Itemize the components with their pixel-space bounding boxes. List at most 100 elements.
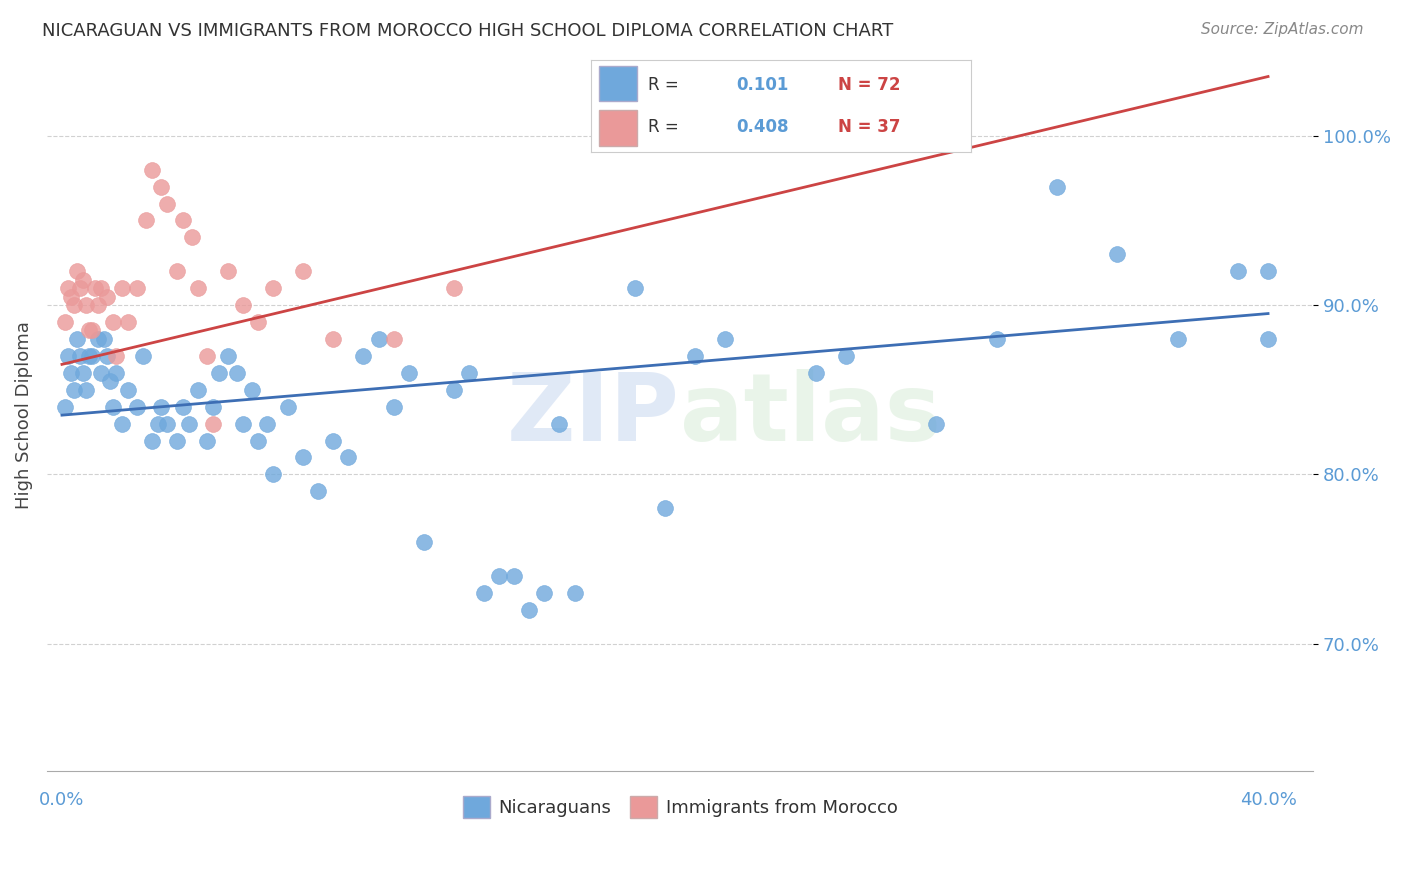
Point bbox=[72, 273, 94, 287]
Point bbox=[141, 434, 163, 448]
Point bbox=[87, 332, 110, 346]
Point bbox=[835, 349, 858, 363]
Point bbox=[98, 374, 121, 388]
Point bbox=[53, 400, 76, 414]
Point bbox=[262, 281, 284, 295]
Point bbox=[127, 400, 149, 414]
Point bbox=[256, 417, 278, 431]
Point bbox=[141, 162, 163, 177]
Point bbox=[382, 400, 405, 414]
Point bbox=[90, 281, 112, 295]
Point bbox=[166, 264, 188, 278]
Point bbox=[246, 315, 269, 329]
Point bbox=[654, 501, 676, 516]
Point bbox=[53, 315, 76, 329]
Point bbox=[217, 264, 239, 278]
Point bbox=[195, 349, 218, 363]
Text: Source: ZipAtlas.com: Source: ZipAtlas.com bbox=[1201, 22, 1364, 37]
Text: atlas: atlas bbox=[681, 369, 941, 461]
Point bbox=[56, 281, 79, 295]
Point bbox=[337, 450, 360, 465]
Point bbox=[148, 417, 170, 431]
Point bbox=[127, 281, 149, 295]
Point bbox=[322, 332, 344, 346]
Point bbox=[60, 366, 83, 380]
Point bbox=[804, 366, 827, 380]
Point bbox=[66, 264, 89, 278]
Point bbox=[105, 349, 128, 363]
Point bbox=[322, 434, 344, 448]
Point bbox=[69, 349, 91, 363]
Point bbox=[77, 324, 100, 338]
Text: 40.0%: 40.0% bbox=[1240, 791, 1296, 809]
Point bbox=[56, 349, 79, 363]
Point bbox=[714, 332, 737, 346]
Text: ZIP: ZIP bbox=[508, 369, 681, 461]
Point bbox=[201, 400, 224, 414]
Point bbox=[90, 366, 112, 380]
Point bbox=[262, 467, 284, 482]
Point bbox=[180, 230, 202, 244]
Point bbox=[307, 484, 329, 499]
Point bbox=[412, 535, 434, 549]
Point bbox=[77, 349, 100, 363]
Point bbox=[398, 366, 420, 380]
Point bbox=[240, 383, 263, 397]
Point bbox=[458, 366, 481, 380]
Point bbox=[150, 400, 173, 414]
Point bbox=[382, 332, 405, 346]
Point bbox=[217, 349, 239, 363]
Point bbox=[111, 281, 134, 295]
Point bbox=[87, 298, 110, 312]
Point bbox=[75, 298, 97, 312]
Text: 0.0%: 0.0% bbox=[39, 791, 84, 809]
Point bbox=[232, 417, 254, 431]
Point bbox=[472, 586, 495, 600]
Point bbox=[225, 366, 247, 380]
Point bbox=[1167, 332, 1189, 346]
Point bbox=[1107, 247, 1129, 261]
Point bbox=[82, 324, 104, 338]
Point bbox=[96, 349, 118, 363]
Point bbox=[208, 366, 231, 380]
Point bbox=[564, 586, 586, 600]
Point bbox=[292, 264, 315, 278]
Point bbox=[246, 434, 269, 448]
Point bbox=[177, 417, 200, 431]
Point bbox=[488, 569, 510, 583]
Point bbox=[187, 383, 209, 397]
Legend: Nicaraguans, Immigrants from Morocco: Nicaraguans, Immigrants from Morocco bbox=[456, 789, 905, 826]
Point bbox=[624, 281, 647, 295]
Point bbox=[201, 417, 224, 431]
Point bbox=[103, 315, 125, 329]
Point bbox=[1257, 332, 1279, 346]
Point bbox=[187, 281, 209, 295]
Point bbox=[96, 290, 118, 304]
Point bbox=[72, 366, 94, 380]
Point bbox=[232, 298, 254, 312]
Point bbox=[503, 569, 526, 583]
Point bbox=[93, 332, 115, 346]
Point bbox=[82, 349, 104, 363]
Point bbox=[1046, 179, 1069, 194]
Point bbox=[166, 434, 188, 448]
Point bbox=[117, 383, 139, 397]
Point bbox=[1257, 264, 1279, 278]
Point bbox=[84, 281, 107, 295]
Point bbox=[156, 196, 179, 211]
Point bbox=[292, 450, 315, 465]
Point bbox=[132, 349, 155, 363]
Point bbox=[117, 315, 139, 329]
Point bbox=[69, 281, 91, 295]
Point bbox=[925, 417, 948, 431]
Text: NICARAGUAN VS IMMIGRANTS FROM MOROCCO HIGH SCHOOL DIPLOMA CORRELATION CHART: NICARAGUAN VS IMMIGRANTS FROM MOROCCO HI… bbox=[42, 22, 893, 40]
Point bbox=[60, 290, 83, 304]
Point bbox=[367, 332, 389, 346]
Point bbox=[103, 400, 125, 414]
Point bbox=[986, 332, 1008, 346]
Point bbox=[1226, 264, 1249, 278]
Point bbox=[172, 400, 194, 414]
Point bbox=[195, 434, 218, 448]
Y-axis label: High School Diploma: High School Diploma bbox=[15, 321, 32, 509]
Point bbox=[548, 417, 571, 431]
